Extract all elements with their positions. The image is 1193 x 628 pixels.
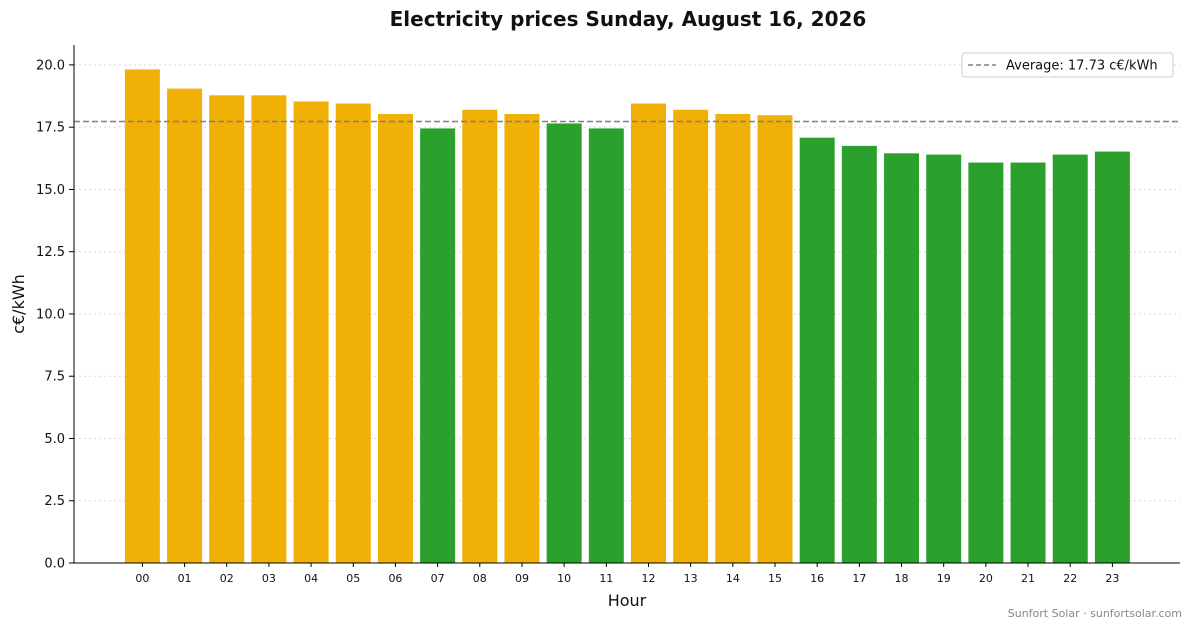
y-tick-label: 2.5 (44, 494, 65, 509)
bar (1052, 154, 1088, 564)
y-tick-label: 17.5 (36, 121, 65, 136)
x-tick-label: 11 (599, 572, 613, 585)
bar (715, 113, 751, 564)
bar (546, 123, 582, 563)
bar (799, 137, 835, 563)
x-tick-label: 09 (515, 572, 529, 585)
x-tick-label: 23 (1105, 572, 1119, 585)
bar (1010, 162, 1046, 564)
x-tick-label: 13 (684, 572, 698, 585)
x-tick-label: 03 (262, 572, 276, 585)
x-tick-label: 07 (431, 572, 445, 585)
bar (841, 145, 877, 563)
bar (968, 162, 1004, 564)
x-tick-label: 06 (388, 572, 402, 585)
x-tick-label: 02 (220, 572, 234, 585)
bar (335, 103, 371, 563)
bar (209, 95, 245, 563)
x-tick-label: 20 (979, 572, 993, 585)
y-tick-label: 20.0 (36, 58, 65, 73)
x-tick-label: 18 (895, 572, 909, 585)
bar (504, 113, 540, 564)
y-axis-label: c€/kWh (9, 274, 28, 334)
x-ticks: 00 01 02 03 04 05 06 07 08 09 10 11 12 13 14 15 16 17 18 19… (135, 563, 1119, 585)
legend-average-label: Average: 17.73 c€/kWh (1006, 59, 1158, 74)
x-tick-label: 22 (1063, 572, 1077, 585)
bars (124, 69, 1130, 564)
x-tick-label: 19 (937, 572, 951, 585)
bar (377, 113, 413, 564)
x-tick-label: 00 (135, 572, 149, 585)
bar (293, 101, 329, 563)
bar (673, 109, 709, 563)
y-tick-label: 12.5 (36, 245, 65, 260)
bar (884, 153, 920, 563)
x-tick-label: 10 (557, 572, 571, 585)
x-tick-label: 08 (473, 572, 487, 585)
legend: Average: 17.73 c€/kWh (961, 52, 1174, 78)
bar (124, 69, 160, 564)
x-tick-label: 01 (178, 572, 192, 585)
bar (588, 128, 624, 563)
x-axis-label: Hour (608, 591, 647, 610)
bar (167, 88, 203, 564)
x-tick-label: 16 (810, 572, 824, 585)
y-tick-label: 0.0 (44, 557, 65, 572)
bar (251, 95, 287, 563)
y-tick-label: 15.0 (36, 183, 65, 198)
bar (757, 115, 793, 563)
x-tick-label: 04 (304, 572, 318, 585)
x-tick-label: 17 (852, 572, 866, 585)
bar (462, 109, 498, 563)
y-tick-label: 7.5 (44, 370, 65, 385)
x-tick-label: 05 (346, 572, 360, 585)
y-ticks: 0.0 2.5 5.0 7.5 10.0 12.5 15.0 17.5 20.0 (36, 58, 74, 572)
bar (420, 128, 456, 563)
x-tick-label: 15 (768, 572, 782, 585)
credit-text: Sunfort Solar · sunfortsolar.com (1008, 607, 1182, 620)
chart-title: Electricity prices Sunday, August 16, 20… (390, 7, 867, 31)
bar (926, 154, 962, 564)
y-tick-label: 5.0 (44, 432, 65, 447)
legend-frame (961, 52, 1174, 78)
bar (1094, 151, 1130, 564)
x-tick-label: 12 (641, 572, 655, 585)
bar (630, 103, 666, 563)
y-tick-label: 10.0 (36, 307, 65, 322)
x-tick-label: 14 (726, 572, 740, 585)
x-tick-label: 21 (1021, 572, 1035, 585)
